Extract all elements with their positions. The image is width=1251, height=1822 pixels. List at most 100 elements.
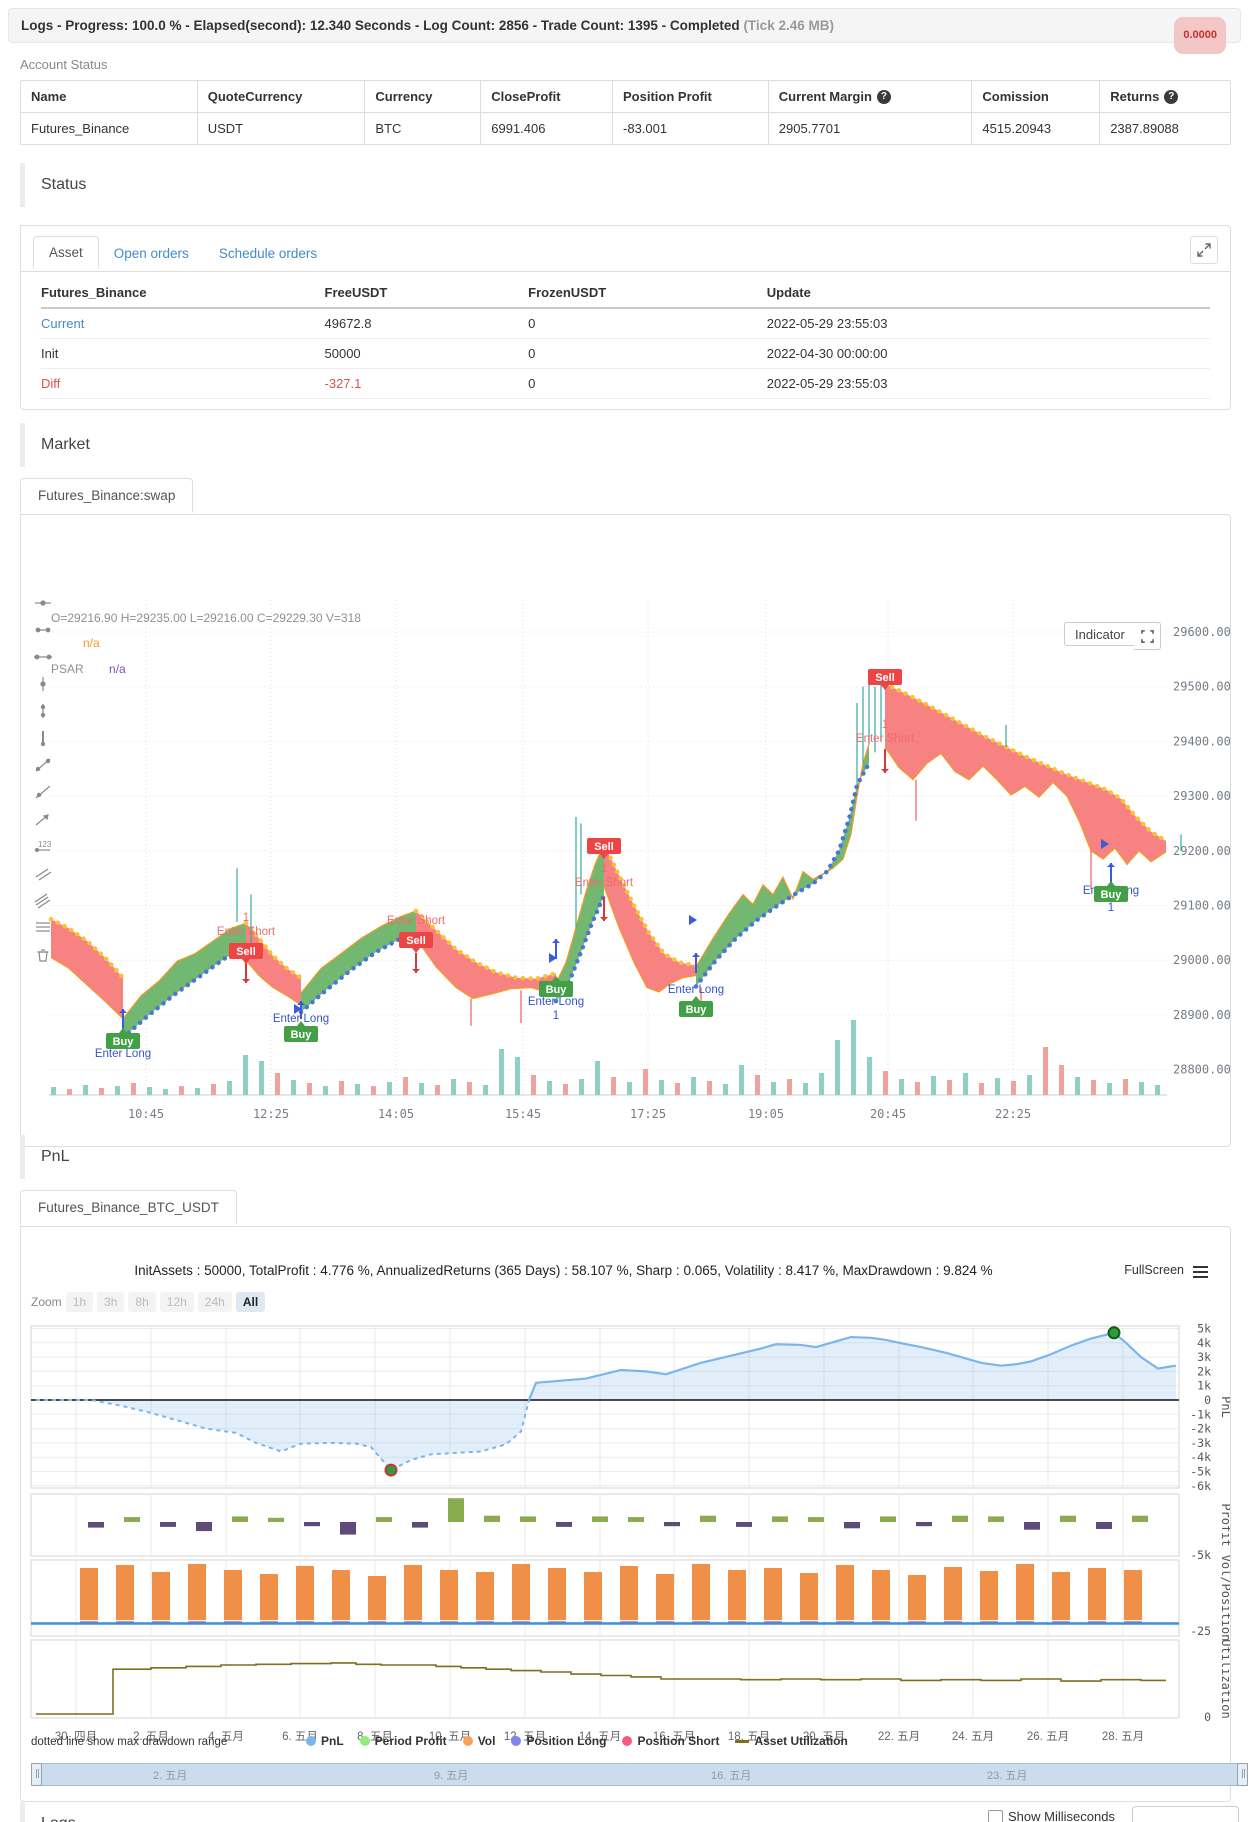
pnl-extreme-marker[interactable] [1107, 1326, 1121, 1340]
legend-item-pnl[interactable]: PnL [306, 1734, 344, 1748]
sell-marker[interactable]: Sell [399, 932, 433, 953]
buy-marker[interactable]: Buy [106, 1028, 140, 1049]
extended-line-icon[interactable] [33, 649, 53, 666]
psar-label: PSAR [51, 662, 84, 676]
indicator-button[interactable]: Indicator [1064, 622, 1136, 646]
sell-marker[interactable]: Sell [587, 838, 621, 859]
pnl-extreme-marker[interactable] [384, 1463, 398, 1477]
legend-item-position-long[interactable]: Position Long [511, 1734, 606, 1748]
buy-marker[interactable]: Buy [679, 996, 713, 1017]
legend-item-vol[interactable]: Vol [462, 1734, 495, 1748]
svg-text:30. 四月: 30. 四月 [55, 1731, 97, 1743]
svg-text:12:25: 12:25 [253, 1107, 289, 1121]
asset-table-row: Current 49672.8 0 2022-05-29 23:55:03 [41, 309, 1210, 339]
svg-text:1k: 1k [1197, 1379, 1211, 1393]
market-card: 123 O=29216.90 H=29235.00 L=29216.00 C=2… [20, 514, 1231, 1147]
help-icon[interactable]: ? [1164, 89, 1179, 104]
table-cell: 4515.20943 [971, 113, 1099, 144]
price-note-icon[interactable]: 123 [33, 838, 53, 855]
expand-arrows-icon [1197, 243, 1211, 257]
svg-text:26. 五月: 26. 五月 [1027, 1731, 1069, 1743]
segment-icon[interactable] [33, 622, 53, 639]
legend-item-asset-utilization[interactable]: Asset Utilization [735, 1734, 848, 1748]
navigator-left-handle[interactable] [31, 1763, 42, 1786]
svg-text:-5k: -5k [1190, 1465, 1211, 1479]
svg-text:PnL: PnL [1219, 1396, 1230, 1418]
pnl-fullscreen-button[interactable]: FullScreen [1124, 1263, 1184, 1277]
svg-text:29200.00: 29200.00 [1173, 844, 1230, 858]
crosshair-line-icon[interactable] [33, 595, 53, 612]
help-icon[interactable]: ? [876, 89, 891, 104]
buy-marker[interactable]: Buy [1094, 881, 1128, 902]
column-header: FrozenUSDT [528, 285, 607, 300]
show-milliseconds-checkbox[interactable] [988, 1810, 1003, 1822]
horizontal-levels-icon[interactable] [33, 919, 53, 936]
tab-futures-binance-btc-usdt[interactable]: Futures_Binance_BTC_USDT [20, 1190, 237, 1225]
candlestick-chart[interactable]: 29600.00 29500.00 29400.00 29300.00 29200.00… [21, 515, 1231, 1144]
range-navigator[interactable]: 2. 五月 9. 五月 16. 五月 23. 五月 [31, 1763, 1248, 1786]
navigator-right-handle[interactable] [1237, 1763, 1248, 1786]
chart-fullscreen-button[interactable] [1134, 622, 1161, 650]
svg-text:-4k: -4k [1190, 1450, 1211, 1464]
table-cell: -83.001 [612, 113, 768, 144]
arrow-line-icon[interactable] [33, 811, 53, 828]
tab-divider [21, 271, 1230, 272]
vertical-dot-icon[interactable] [33, 676, 53, 693]
buy-marker[interactable]: Buy [284, 1021, 318, 1042]
indicator-value: n/a [83, 636, 100, 650]
parallel-lines-icon[interactable] [33, 865, 53, 882]
zoom-button-1h[interactable]: 1h [65, 1292, 94, 1312]
buy-marker[interactable]: Buy [539, 976, 573, 997]
asset-table-row: Diff -327.1 0 2022-05-29 23:55:03 [41, 369, 1210, 399]
table-cell: 0 [528, 346, 536, 361]
tab-open-orders[interactable]: Open orders [113, 246, 189, 261]
zoom-button-3h[interactable]: 3h [97, 1292, 125, 1312]
legend-item-position-short[interactable]: Position Short [622, 1734, 719, 1748]
legend-dot-swatch [622, 1736, 633, 1746]
zoom-button-12h[interactable]: 12h [159, 1292, 194, 1312]
asset-table-row: Init 50000 0 2022-04-30 00:00:00 [41, 339, 1210, 369]
backtest-stats: InitAssets : 50000, TotalProfit : 4.776 … [134, 1263, 993, 1278]
vertical-segment-icon[interactable] [33, 703, 53, 720]
svg-text:-3k: -3k [1190, 1436, 1211, 1450]
column-header: CloseProfit [480, 81, 612, 112]
tab-schedule-orders[interactable]: Schedule orders [218, 246, 318, 261]
vertical-line-icon[interactable] [33, 730, 53, 747]
svg-text:29400.00: 29400.00 [1173, 734, 1230, 748]
expand-panel-button[interactable] [1190, 236, 1218, 264]
status-heading: Status [20, 163, 241, 207]
svg-text:Buy: Buy [686, 1004, 708, 1016]
svg-text:14. 五月: 14. 五月 [579, 1731, 621, 1743]
logs-action-button[interactable] [1132, 1806, 1239, 1822]
sell-marker[interactable]: Sell [229, 943, 263, 964]
tab-futures-binance-swap[interactable]: Futures_Binance:swap [20, 478, 194, 513]
trend-line-icon[interactable] [33, 757, 53, 774]
zoom-button-8h[interactable]: 8h [128, 1292, 156, 1312]
table-cell: BTC [364, 113, 480, 144]
sell-marker[interactable]: Sell [868, 669, 902, 690]
table-cell: 0 [528, 316, 536, 331]
table-row: Futures_Binance USDT BTC 6991.406 -83.001 290… [21, 112, 1230, 144]
tab-asset[interactable]: Asset [33, 236, 99, 269]
delete-icon[interactable] [33, 946, 53, 963]
account-status-table: Name QuoteCurrency Currency CloseProfit Posi… [20, 80, 1231, 145]
ray-line-icon[interactable] [33, 784, 53, 801]
svg-text:Buy: Buy [1101, 889, 1123, 901]
zoom-button-all[interactable]: All [235, 1292, 266, 1312]
svg-text:10:45: 10:45 [128, 1107, 164, 1121]
svg-text:3k: 3k [1197, 1350, 1211, 1364]
parallel-channel-icon[interactable] [33, 892, 53, 909]
column-header: Currency [364, 81, 480, 112]
zoom-button-24h[interactable]: 24h [197, 1292, 232, 1312]
table-cell: USDT [196, 113, 365, 144]
table-cell: Init [41, 346, 59, 361]
legend-dot-swatch [359, 1736, 370, 1746]
pnl-chart[interactable]: 5k4k3k2k1k0-1k-2k-3k-4k-5k-6k-5k-250PnLP… [21, 1319, 1230, 1759]
svg-text:Enter Short: Enter Short [217, 926, 276, 938]
svg-text:28800.00: 28800.00 [1173, 1063, 1230, 1077]
table-cell: 2022-05-29 23:55:03 [766, 376, 888, 391]
legend-item-period-profit[interactable]: Period Profit [359, 1734, 447, 1748]
svg-text:17:25: 17:25 [630, 1107, 666, 1121]
chart-menu-icon[interactable] [1193, 1263, 1208, 1281]
